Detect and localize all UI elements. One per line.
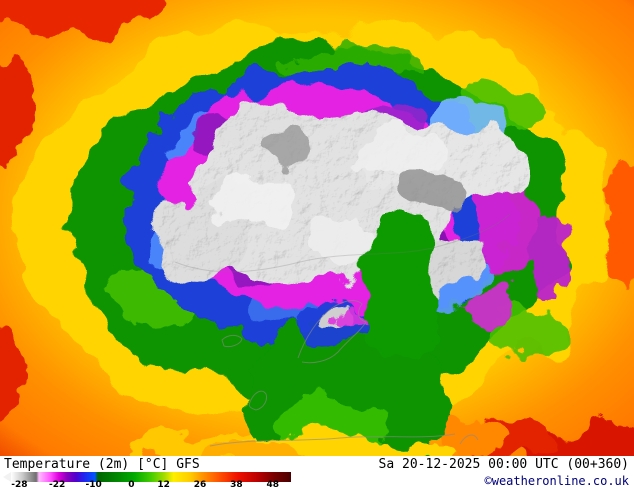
legend-title: Temperature (2m) [°C] GFS (4, 457, 200, 472)
legend-right: Sa 20-12-2025 00:00 UTC (00+360) ©weathe… (379, 457, 629, 488)
forecast-datetime: Sa 20-12-2025 00:00 UTC (00+360) (378, 457, 629, 472)
scandinavia-cold-detail (303, 300, 363, 348)
tick-label: 0 (128, 480, 135, 490)
tick-label: 38 (230, 480, 243, 490)
temperature-map-svg (0, 0, 634, 456)
tick-label: 26 (193, 480, 207, 490)
colorbar-ticks: -28 -22 -10 0 12 26 38 48 (11, 481, 291, 490)
dark-gray-terrain-patches (253, 136, 462, 208)
temperature-map-canvas (0, 0, 634, 456)
legend-model: GFS (176, 457, 200, 472)
tick-label: 48 (266, 480, 280, 490)
mediterranean-warm-strip (200, 416, 502, 456)
coastlines-overlay (174, 213, 511, 447)
tick-label: 12 (157, 480, 170, 490)
colorbar-row (3, 472, 291, 482)
green-highlight-patches (105, 46, 565, 356)
tick-label: -28 (11, 480, 28, 490)
tick-label: -10 (85, 480, 102, 490)
colorbar-left-arrow-icon (3, 472, 11, 482)
legend-title-text: Temperature (2m) (4, 457, 130, 472)
copyright-text: ©weatheronline.co.uk (484, 474, 630, 488)
coldest-white-patches (212, 128, 442, 256)
legend-bar: Temperature (2m) [°C] GFS -28 -22 -10 0 … (0, 456, 634, 490)
temperature-colorbar (11, 472, 291, 482)
tick-label: -22 (49, 480, 66, 490)
legend-unit: [°C] (137, 457, 169, 472)
